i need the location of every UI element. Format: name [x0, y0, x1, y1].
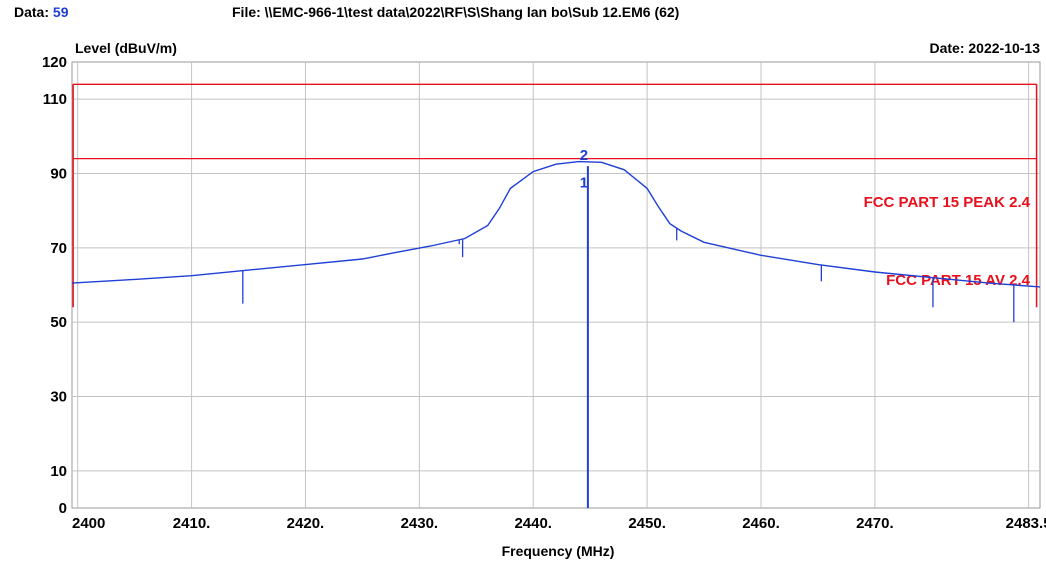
- markers: 12: [580, 147, 589, 508]
- chart-grid: [71, 61, 1041, 509]
- x-tick-label: 2410.: [173, 515, 211, 532]
- y-axis-label: Level (dBuV/m): [75, 40, 177, 56]
- y-tick-label: 110: [43, 91, 67, 108]
- x-tick-label: 2430.: [401, 515, 439, 532]
- x-tick-labels: 2400 2410. 2420. 2430. 2440. 2450. 2460. 2470. 2…: [72, 515, 1046, 532]
- y-tick-label: 120: [42, 54, 67, 71]
- x-tick-label: 2470.: [856, 515, 894, 532]
- x-tick-label: 2400: [72, 515, 105, 532]
- y-tick-label: 30: [50, 389, 67, 406]
- y-tick-label: 0: [59, 500, 67, 517]
- y-tick-label: 70: [50, 240, 67, 257]
- x-tick-label: 2483.5: [1006, 515, 1046, 532]
- y-tick-label: 90: [50, 166, 67, 183]
- data-number-value: 59: [52, 4, 69, 20]
- data-number: Data: 59: [14, 4, 68, 20]
- y-tick-label: 50: [50, 314, 67, 331]
- limit-label: FCC PART 15 PEAK 2.4: [864, 194, 1031, 211]
- y-tick-labels: 120 110 90 70 50 30 10 0: [42, 54, 67, 517]
- y-tick-label: 10: [50, 463, 67, 480]
- x-tick-label: 2460.: [742, 515, 780, 532]
- data-number-label: Data:: [14, 4, 50, 20]
- x-tick-label: 2450.: [628, 515, 666, 532]
- chart-date: Date: 2022-10-13: [929, 40, 1040, 56]
- plot-frame: [71, 61, 1041, 509]
- marker-label: 1: [580, 175, 588, 192]
- measurement-trace: [71, 160, 1041, 323]
- x-tick-label: 2440.: [514, 515, 552, 532]
- marker-label: 2: [580, 147, 588, 164]
- file-path: File: \\EMC-966-1\test data\2022\RF\S\Sh…: [232, 4, 680, 20]
- trace-line: [71, 160, 1041, 288]
- x-axis-label: Frequency (MHz): [502, 543, 615, 559]
- x-tick-label: 2420.: [287, 515, 325, 532]
